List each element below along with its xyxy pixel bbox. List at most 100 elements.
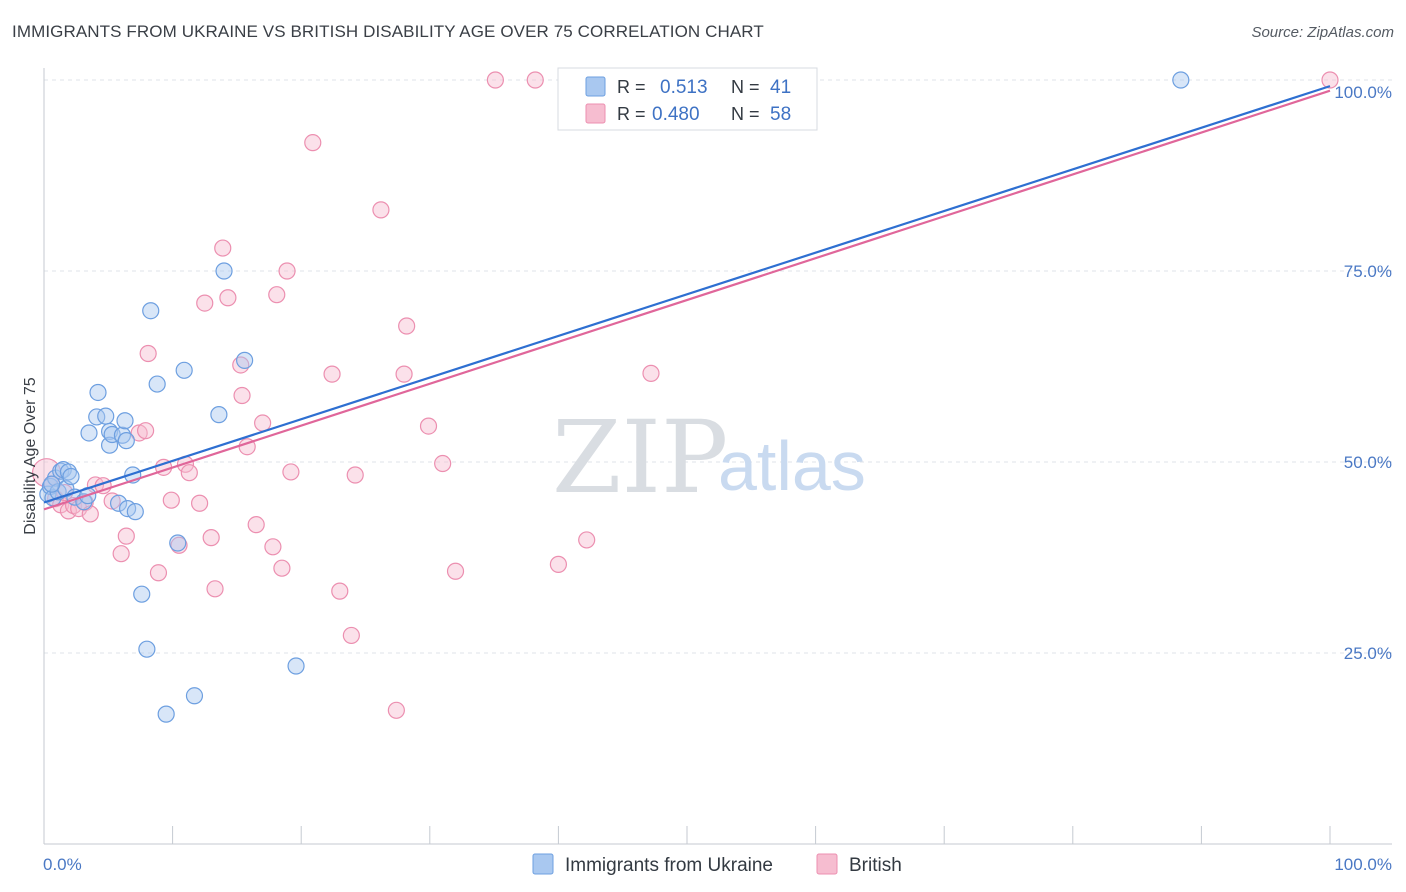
trend-lines (43, 85, 1331, 511)
y-tick-label: 25.0% (1344, 644, 1392, 663)
data-point (139, 344, 157, 363)
data-point (169, 534, 187, 552)
data-point (117, 432, 135, 450)
trend-line-british (43, 89, 1331, 511)
data-point (162, 491, 180, 509)
data-point (100, 422, 119, 441)
legend-r-value: 0.513 (660, 77, 708, 98)
data-point (446, 562, 465, 580)
legend-n-value: 58 (770, 104, 791, 125)
data-point (149, 564, 168, 582)
legend-swatch-pink (585, 103, 606, 124)
trend-line-ukraine (43, 85, 1331, 504)
data-point (175, 361, 193, 379)
data-point (387, 701, 405, 719)
legend-swatch-blue (585, 76, 606, 97)
data-point (214, 239, 232, 257)
y-tick-label: 100.0% (1334, 83, 1392, 102)
data-point (346, 466, 364, 484)
watermark-zip: ZIP (552, 399, 728, 516)
chart-source: Source: ZipAtlas.com (1251, 24, 1394, 41)
grid-lines (44, 79, 1392, 654)
watermark: ZIP atlas (552, 399, 866, 516)
data-point (148, 375, 166, 393)
series-legend-swatch-pink (816, 853, 838, 875)
series-ukraine-points (39, 71, 1190, 723)
legend-n-value: 41 (770, 77, 791, 98)
data-point (180, 464, 198, 482)
data-point (133, 585, 151, 603)
data-point (97, 407, 115, 425)
data-point (304, 134, 322, 152)
data-point (117, 527, 135, 545)
data-point (1321, 71, 1339, 89)
watermark-atlas: atlas (718, 427, 866, 505)
data-point (287, 657, 305, 675)
data-point (196, 294, 214, 312)
data-point (109, 494, 128, 512)
data-point (219, 289, 237, 307)
data-point (419, 417, 438, 435)
data-point (578, 531, 596, 549)
data-point (89, 383, 107, 402)
data-point (486, 71, 504, 89)
data-point (264, 538, 282, 556)
y-tick-labels: 25.0% 50.0% 75.0% 100.0% (1334, 83, 1392, 663)
data-point (398, 317, 416, 335)
data-point (59, 463, 78, 481)
series-legend-british: British (849, 855, 902, 876)
data-point (247, 516, 265, 534)
y-tick-label: 75.0% (1344, 262, 1392, 281)
data-point (642, 364, 660, 382)
data-point (191, 494, 209, 512)
data-point (43, 475, 61, 493)
data-point (526, 71, 544, 89)
x-tick-label: 0.0% (43, 855, 82, 874)
data-point (126, 503, 144, 521)
series-british-points (31, 71, 1339, 719)
data-point (206, 580, 224, 598)
data-point (1172, 71, 1190, 89)
series-legend-ukraine: Immigrants from Ukraine (565, 855, 773, 876)
data-point (278, 262, 296, 280)
data-point (323, 365, 341, 383)
data-point (185, 687, 204, 705)
legend-n-label: N = (731, 77, 760, 97)
data-point (157, 705, 175, 723)
y-tick-label: 50.0% (1344, 453, 1392, 472)
data-point (331, 582, 349, 600)
legend-r-label: R = (617, 77, 646, 97)
data-point (62, 467, 80, 486)
data-point (142, 302, 160, 320)
data-point (268, 286, 286, 304)
legend-n-label: N = (731, 104, 760, 124)
y-axis-title: Disability Age Over 75 (22, 377, 39, 535)
data-point (434, 454, 452, 473)
data-point (215, 262, 233, 280)
data-point (202, 529, 220, 547)
x-tick-labels: 0.0% 100.0% (43, 855, 1392, 874)
data-point (138, 640, 156, 658)
stats-legend: R = 0.513 N = 41 R = 0.480 N = 58 (557, 67, 818, 131)
data-point (395, 365, 413, 383)
data-point (80, 424, 98, 442)
data-point (136, 422, 155, 440)
data-point (254, 414, 272, 432)
legend-r-value: 0.480 (652, 104, 700, 125)
axes (43, 68, 1392, 845)
data-point (88, 408, 106, 426)
data-point (342, 626, 360, 645)
data-point (112, 545, 130, 563)
data-point (233, 386, 251, 405)
data-point (116, 412, 134, 430)
data-point (100, 436, 119, 454)
chart-title: IMMIGRANTS FROM UKRAINE VS BRITISH DISAB… (12, 22, 764, 41)
x-tick-label: 100.0% (1334, 855, 1392, 874)
legend-r-label: R = (617, 104, 646, 124)
data-point (210, 406, 228, 424)
data-point (372, 201, 390, 219)
series-legend-swatch-blue (532, 853, 554, 875)
data-point (549, 555, 568, 573)
data-point (236, 351, 254, 369)
